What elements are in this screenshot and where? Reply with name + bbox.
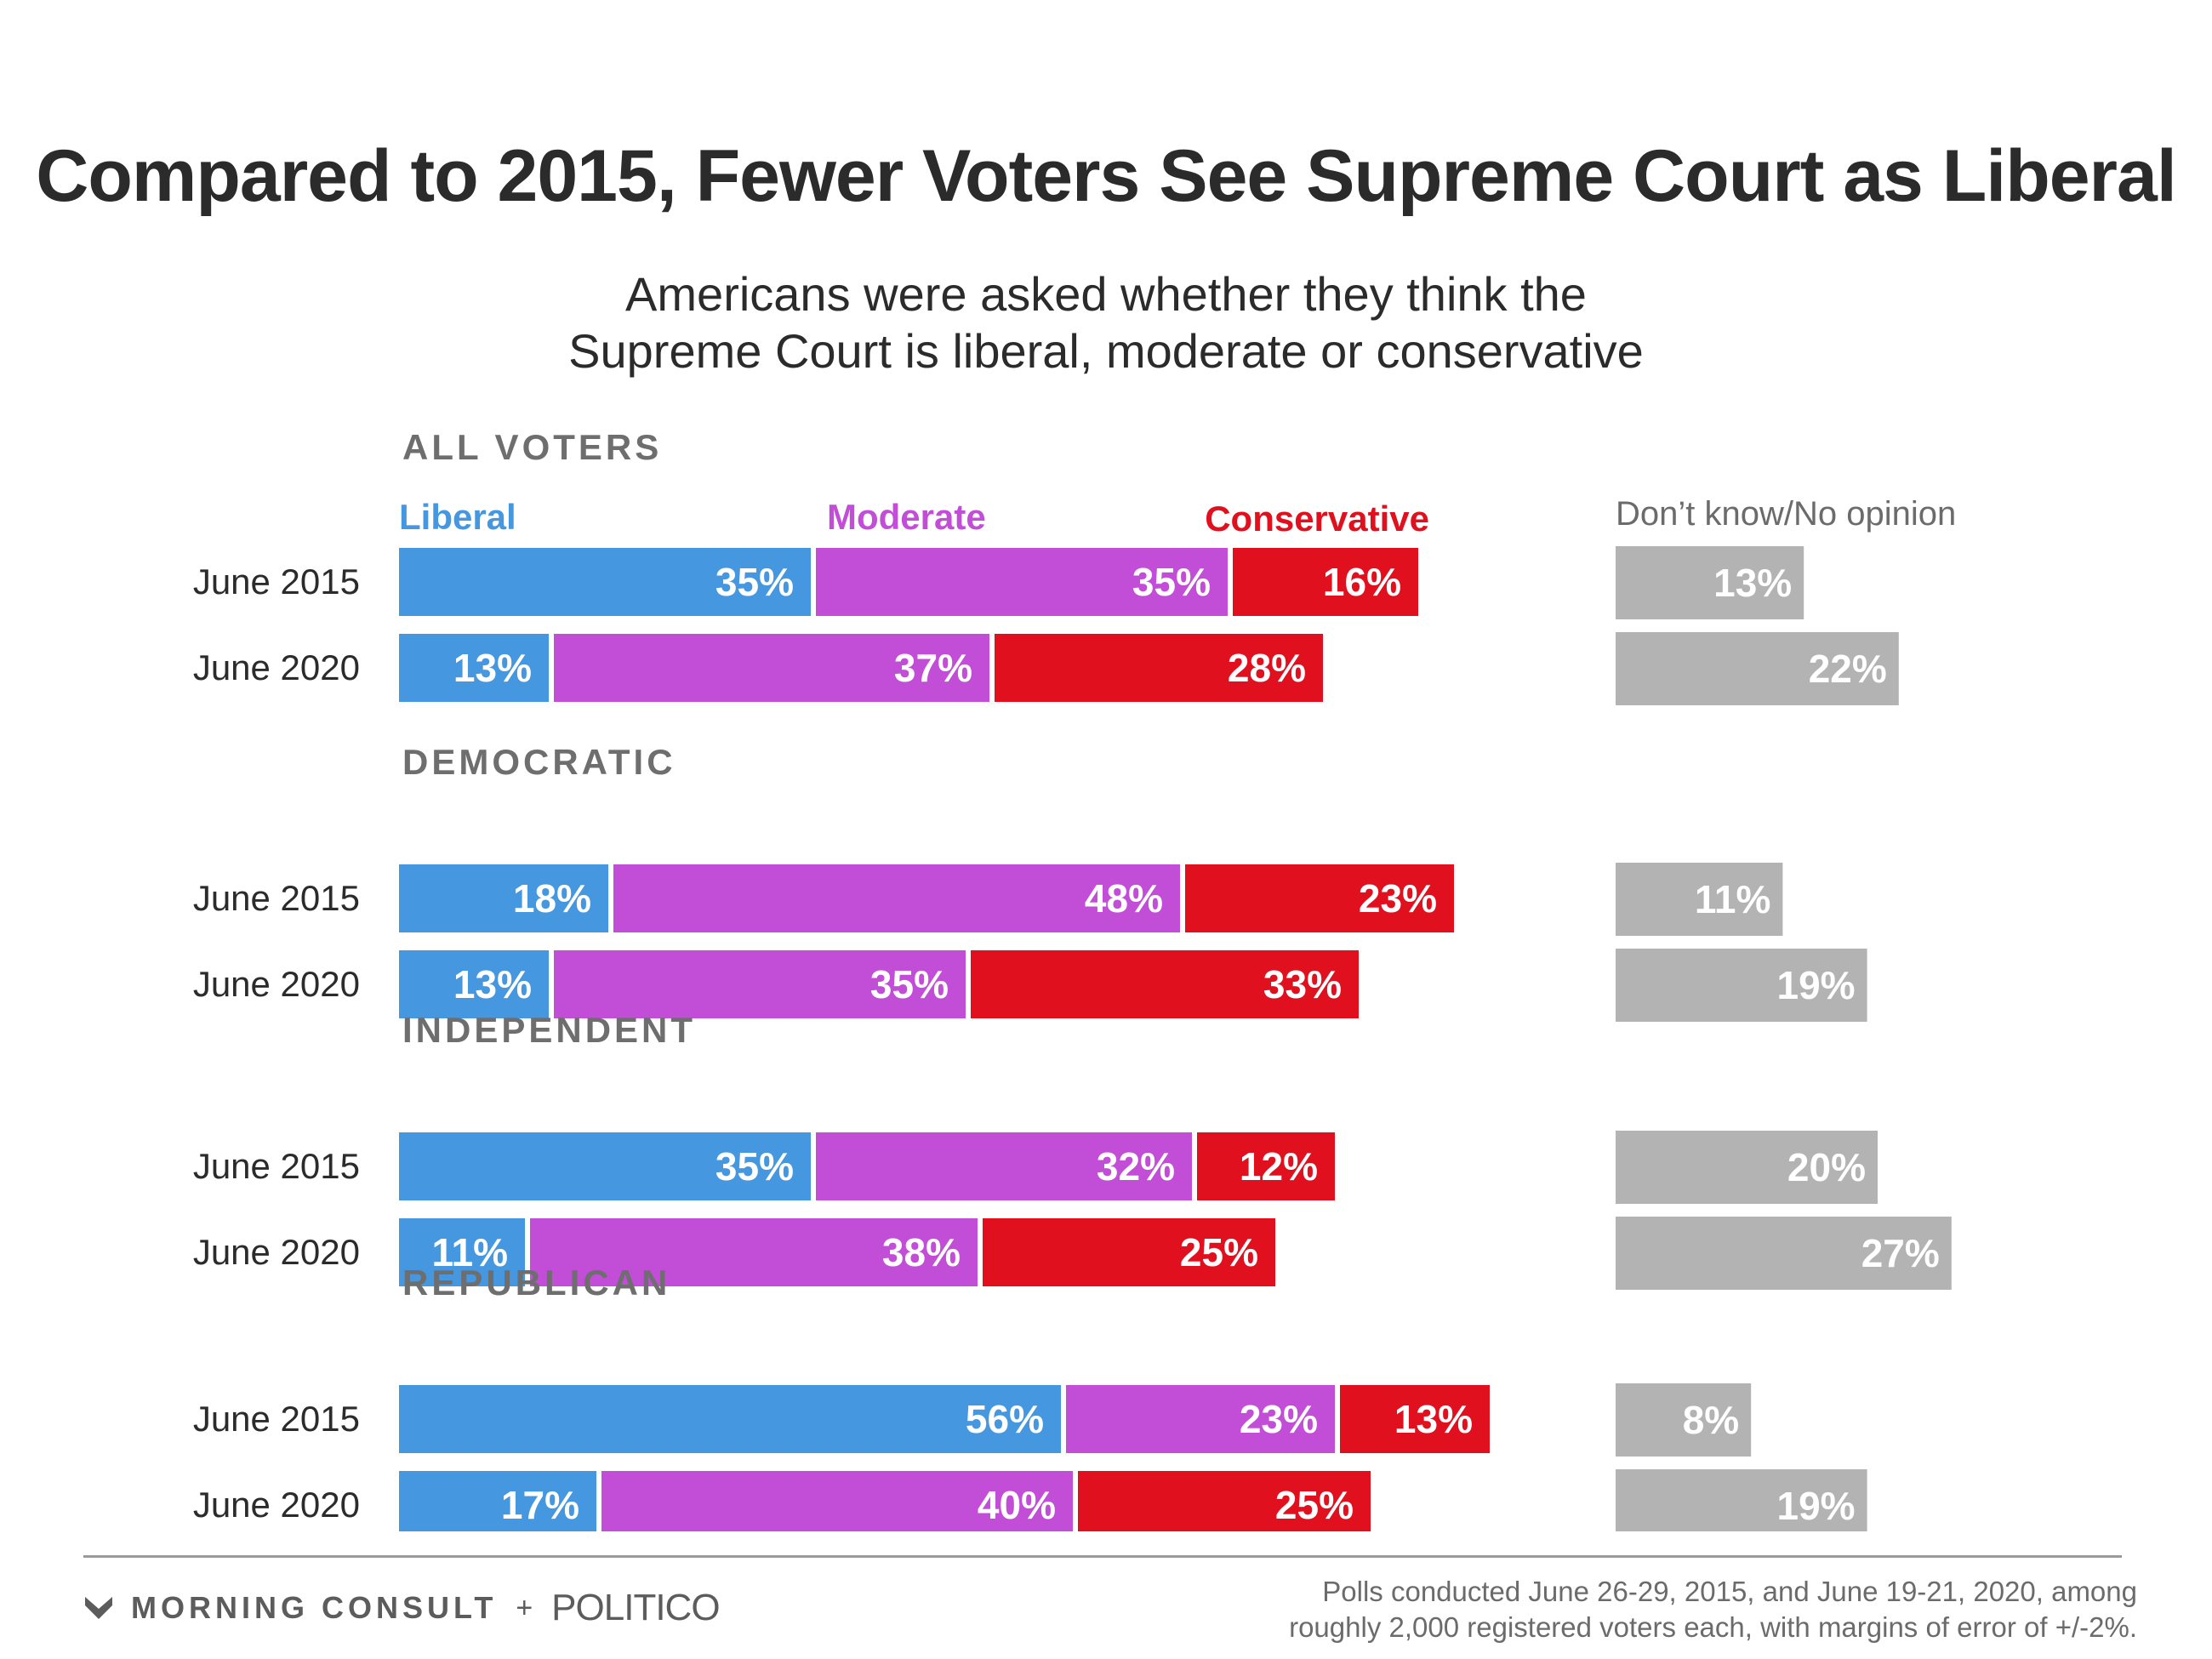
bar-moderate <box>554 634 989 702</box>
bar-value-conservative: 28% <box>1228 646 1306 690</box>
footer-logo: MORNING CONSULT + POLITICO <box>83 1582 721 1633</box>
bar-value-liberal: 18% <box>513 876 591 921</box>
row-label: June 2020 <box>193 1485 360 1525</box>
bar-moderate <box>530 1218 978 1286</box>
morning-consult-logo-icon <box>85 1597 112 1619</box>
group-label-republican: REPUBLICAN <box>402 1263 670 1303</box>
row-label: June 2015 <box>193 1146 360 1186</box>
bar-liberal <box>399 1132 811 1200</box>
bar-value-dont-know: 19% <box>1777 963 1856 1007</box>
bar-value-liberal: 13% <box>453 646 532 690</box>
bar-liberal <box>399 864 608 932</box>
bar-value-conservative: 33% <box>1263 962 1342 1006</box>
row-label: June 2015 <box>193 1399 360 1439</box>
bar-dont-know <box>1616 1131 1878 1204</box>
bar-moderate <box>816 548 1228 616</box>
bar-dont-know <box>1616 1217 1952 1290</box>
group-label-independent: INDEPENDENT <box>402 1010 696 1050</box>
bar-liberal <box>399 1385 1061 1453</box>
legend-don-t-know-no-opinion: Don’t know/No opinion <box>1616 495 1956 533</box>
bar-moderate <box>613 864 1180 932</box>
row-label: June 2015 <box>193 562 360 601</box>
bar-liberal <box>399 634 549 702</box>
bar-value-conservative: 25% <box>1275 1483 1354 1527</box>
bar-value-conservative: 23% <box>1359 876 1437 921</box>
row-label: June 2020 <box>193 647 360 687</box>
stacked-bar-chart: Liberal Moderate Conservative Don’t know/No… <box>193 427 1956 1531</box>
bar-value-moderate: 23% <box>1240 1397 1318 1441</box>
bar-conservative <box>1185 864 1454 932</box>
bar-value-dont-know: 13% <box>1713 561 1792 605</box>
bar-value-liberal: 35% <box>715 1144 794 1189</box>
bar-conservative <box>1078 1471 1371 1531</box>
brand-name: MORNING CONSULT <box>131 1590 498 1625</box>
bar-value-liberal: 56% <box>966 1397 1044 1441</box>
bar-liberal <box>399 1218 525 1286</box>
bar-value-moderate: 32% <box>1097 1144 1175 1189</box>
bar-value-moderate: 35% <box>1132 560 1211 604</box>
bar-dont-know <box>1616 546 1804 619</box>
footer-divider <box>83 1555 2122 1558</box>
bar-conservative <box>1340 1385 1490 1453</box>
source-note: Polls conducted June 26-29, 2015, and Ju… <box>1289 1574 2137 1645</box>
bar-dont-know <box>1616 949 1867 1022</box>
partner-name: POLITICO <box>551 1587 720 1628</box>
bar-value-dont-know: 20% <box>1787 1145 1866 1189</box>
bar-conservative <box>983 1218 1275 1286</box>
bar-liberal <box>399 548 811 616</box>
group-label-all-voters: ALL VOTERS <box>402 427 662 467</box>
group-label-democratic: DEMOCRATIC <box>402 742 676 782</box>
bar-conservative <box>1197 1132 1335 1200</box>
bar-value-dont-know: 22% <box>1809 647 1887 691</box>
subtitle-line-1: Americans were asked whether they think … <box>625 267 1587 321</box>
bar-conservative <box>995 634 1323 702</box>
chart-title: Compared to 2015, Fewer Voters See Supre… <box>36 135 2177 217</box>
source-note-line-2: roughly 2,000 registered voters each, wi… <box>1289 1611 2137 1643</box>
bar-value-dont-know: 8% <box>1683 1398 1739 1442</box>
brand-plus: + <box>516 1591 533 1624</box>
bar-value-conservative: 16% <box>1323 560 1401 604</box>
bar-conservative <box>971 950 1359 1018</box>
subtitle-line-2: Supreme Court is liberal, moderate or co… <box>568 324 1644 378</box>
row-label: June 2020 <box>193 964 360 1004</box>
bar-value-dont-know: 19% <box>1777 1484 1856 1528</box>
bar-moderate <box>554 950 966 1018</box>
bar-value-conservative: 12% <box>1240 1144 1318 1189</box>
bar-value-moderate: 37% <box>894 646 972 690</box>
bar-liberal <box>399 950 549 1018</box>
bar-value-moderate: 40% <box>978 1483 1056 1527</box>
legend-liberal: Liberal <box>399 497 516 537</box>
bar-dont-know <box>1616 1469 1867 1531</box>
bar-value-liberal: 17% <box>501 1483 579 1527</box>
bar-value-moderate: 48% <box>1085 876 1163 921</box>
legend-moderate: Moderate <box>827 497 986 537</box>
bar-value-dont-know: 27% <box>1861 1231 1940 1275</box>
bar-value-moderate: 35% <box>870 962 949 1006</box>
bar-dont-know <box>1616 632 1899 705</box>
bar-value-liberal: 13% <box>453 962 532 1006</box>
bar-liberal <box>399 1471 596 1531</box>
bar-moderate <box>1066 1385 1335 1453</box>
bar-value-conservative: 25% <box>1180 1230 1258 1274</box>
row-label: June 2020 <box>193 1232 360 1272</box>
bar-value-dont-know: 11% <box>1695 877 1771 921</box>
bar-moderate <box>601 1471 1073 1531</box>
bar-dont-know <box>1616 863 1783 936</box>
bar-dont-know <box>1616 1383 1752 1457</box>
row-label: June 2015 <box>193 878 360 918</box>
bar-conservative <box>1233 548 1418 616</box>
bar-value-liberal: 35% <box>715 560 794 604</box>
bar-value-conservative: 13% <box>1394 1397 1473 1441</box>
source-note-line-1: Polls conducted June 26-29, 2015, and Ju… <box>1322 1576 2137 1607</box>
legend-conservative: Conservative <box>1205 499 1429 539</box>
bar-value-liberal: 11% <box>431 1230 508 1274</box>
bar-value-moderate: 38% <box>882 1230 961 1274</box>
bar-moderate <box>816 1132 1192 1200</box>
chart-subtitle: Americans were asked whether they think … <box>0 265 2212 379</box>
